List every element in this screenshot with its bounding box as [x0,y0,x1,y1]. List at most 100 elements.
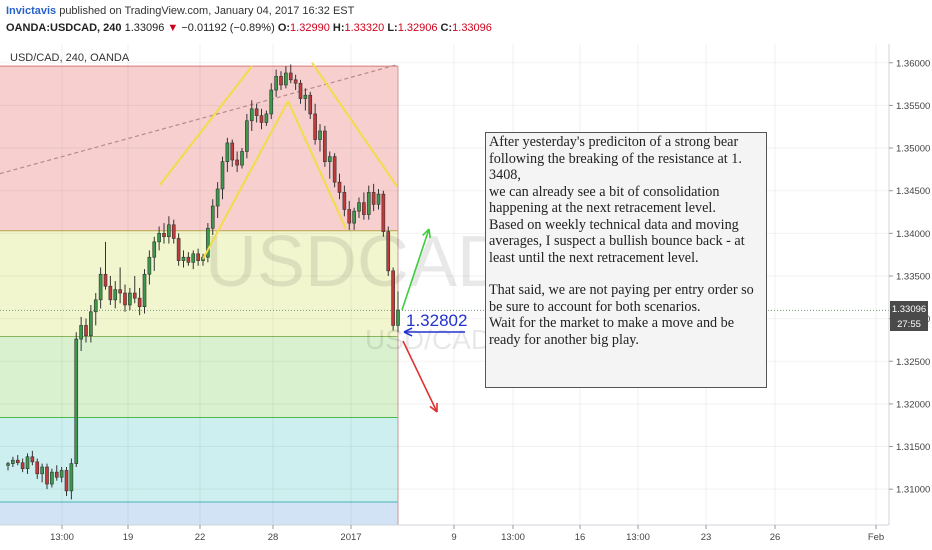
candle-body [74,338,79,464]
candle-body [118,289,122,294]
candle-body [20,462,25,470]
published-text: published on TradingView.com, January 04… [56,5,355,17]
candle-body [45,466,49,485]
chart-header: Invictavis published on TradingView.com,… [0,0,932,40]
candle-body [342,192,347,210]
candle-body [171,224,176,239]
low-label: L: [387,22,398,34]
current-price-tag [890,301,928,316]
note-spacer [489,266,763,282]
time-tick-label: 16 [575,532,586,543]
candle-body [303,94,308,99]
bearish-arrow[interactable] [402,340,438,413]
high-value: 1.33320 [344,22,385,34]
time-tick-label: 26 [770,532,781,543]
bullish-arrow-head [428,228,431,239]
candle-body [362,202,366,215]
candle-body [152,241,157,258]
candle-body [337,181,342,193]
candle-body [288,72,293,81]
bearish-arrow-head [429,405,438,413]
trend-line[interactable] [0,63,399,175]
note-paragraph: we can already see a bit of consolidatio… [489,183,720,217]
change-value: −0.01192 (−0.89%) [181,22,275,34]
candle-body [264,113,269,123]
price-annotation: 1.32802 [406,311,467,330]
symbol-watermark: USDCAD [205,222,509,302]
bullish-arrow[interactable] [401,228,430,311]
open-label: O: [277,22,291,34]
candle-body [284,72,288,86]
fib-retracement[interactable] [0,44,889,525]
fib-zone [0,66,398,231]
open-value: 1.32990 [290,22,330,34]
price-tick-label: 1.33500 [896,271,930,282]
candle-body [254,108,259,116]
candle-body [313,113,317,140]
candle-body [162,233,166,238]
time-tick-label: Feb [868,532,884,543]
candle-body [128,292,132,306]
candle-body [25,456,30,470]
time-tick-label: 9 [451,532,456,543]
close-value: 1.33096 [452,22,492,34]
publish-line: Invictavis published on TradingView.com,… [6,5,354,17]
drawing-tools[interactable] [159,62,465,413]
analysis-note[interactable]: After yesterday's prediciton of a strong… [485,132,767,388]
candle-body [249,108,254,122]
candle-body [366,192,371,215]
candle-body [181,256,186,261]
time-tick-label: 13:00 [626,532,650,543]
candle-body [176,238,181,261]
candle-body [142,273,147,307]
price-tick-label: 1.31000 [896,485,930,496]
time-axis[interactable]: 13:00 19 22 28 2017 9 13:00 16 13:00 23 26 Feb [50,525,884,543]
candle-body [215,188,220,207]
candle-body [196,253,200,261]
fib-zone [0,501,398,525]
price-tick-label: 1.34000 [896,229,930,240]
pattern-line[interactable] [311,62,398,187]
pattern-line[interactable] [202,100,289,260]
candle-body [59,470,64,478]
trend-line-segment [0,63,399,175]
candle-body [132,292,137,299]
note-paragraph: Wait for the market to make a move and b… [489,315,735,348]
candle-body [230,142,235,161]
candle-series [6,64,400,500]
author-link[interactable]: Invictavis [6,5,57,17]
price-chart[interactable]: USDCAD USD/CAD USD/CAD, 240, OANDA 1.328… [0,44,932,550]
pattern-line[interactable] [287,100,347,230]
candle-body [396,309,400,326]
candle-body [186,256,191,263]
candle-body [210,205,215,229]
candle-body [167,224,171,238]
ohlc-line: OANDA:USDCAD, 240 1.33096 ▼ −0.01192 (−0… [6,22,492,34]
bullish-arrow-head [422,228,430,237]
candle-body [381,193,386,232]
countdown-tag [890,316,928,331]
pattern-line[interactable] [159,65,253,186]
price-tick-label: 1.31500 [896,442,930,453]
candle-body [113,289,118,301]
price-tick-label: 1.32500 [896,357,930,368]
candle-body [15,459,20,464]
price-tick-label: 1.35000 [896,144,930,155]
time-tick-label: 13:00 [50,532,74,543]
candle-body [235,159,239,166]
candle-body [391,270,395,326]
price-tick-label: 1.34500 [896,186,930,197]
candle-body [386,231,391,272]
candle-body [220,161,225,190]
candle-body [108,285,113,301]
candle-body [332,156,337,183]
candle-body [298,82,303,99]
candle-body [357,202,361,212]
candle-body [240,151,244,166]
candle-body [274,76,278,91]
candle-body [40,466,44,475]
candle-body [50,471,54,485]
candle-body [89,311,93,336]
candle-body [206,227,210,258]
price-tick-label: 1.32000 [896,399,930,410]
